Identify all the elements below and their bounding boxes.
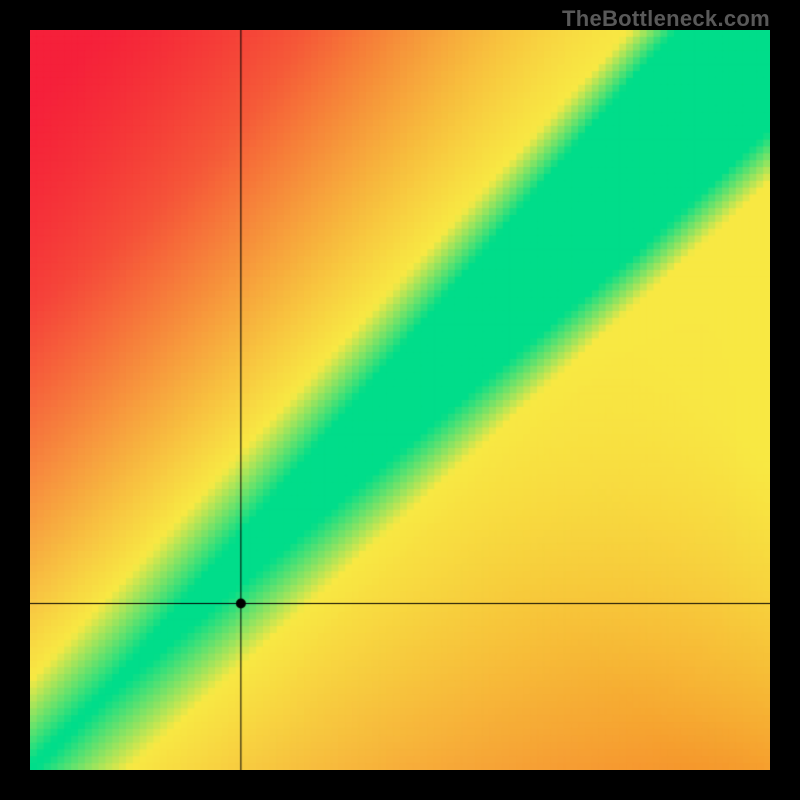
watermark: TheBottleneck.com xyxy=(562,6,770,32)
bottleneck-heatmap xyxy=(30,30,770,770)
chart-container: TheBottleneck.com xyxy=(0,0,800,800)
